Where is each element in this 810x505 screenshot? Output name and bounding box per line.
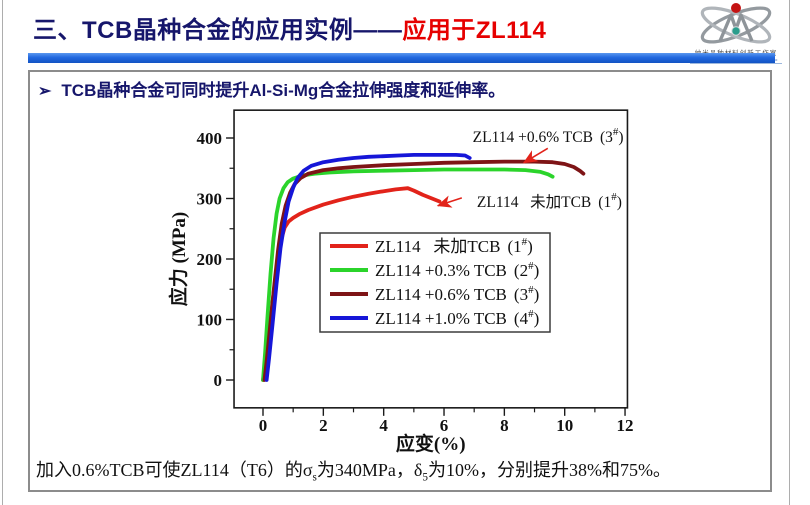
plot-frame bbox=[233, 109, 629, 409]
y-tick-label: 100 bbox=[197, 311, 223, 330]
chart-canvas: 0 2 4 6 8 10 12 0 100 200 300 400 应变(%) 应力 (MPa) ZL114… bbox=[167, 109, 634, 455]
y-tick-label: 0 bbox=[214, 371, 223, 390]
curve-series-4 bbox=[264, 153, 472, 382]
page-title: 三、TCB晶种合金的应用实例——应用于ZL114 bbox=[33, 10, 546, 45]
x-axis-label: 应变(%) bbox=[396, 432, 466, 455]
logo-red-dot bbox=[731, 3, 741, 13]
annotation-series-3: ZL114 +0.6% TCB (3#) bbox=[473, 126, 624, 146]
annotation-series-1: ZL114 未加TCB (1#) bbox=[477, 191, 622, 211]
x-tick-label: 8 bbox=[500, 416, 509, 435]
logo-green-dot bbox=[731, 26, 741, 36]
content-panel: ➢ TCB晶种合金可同时提升Al-Si-Mg合金拉伸强度和延伸率。 0 2 4 6 8 10… bbox=[28, 70, 772, 492]
legend-label-4: ZL114 +1.0% TCB (4#) bbox=[375, 308, 539, 328]
x-tick-label: 6 bbox=[440, 416, 449, 435]
legend-label-3: ZL114 +0.6% TCB (3#) bbox=[375, 284, 539, 304]
legend-box bbox=[319, 232, 551, 333]
x-tick-label: 2 bbox=[319, 416, 328, 435]
conclusion-part2: 为340MPa，δ bbox=[316, 460, 423, 480]
annotation-arrow-1 bbox=[436, 195, 463, 208]
y-axis-label: 应力 (MPa) bbox=[167, 212, 190, 306]
stress-strain-chart: 0 2 4 6 8 10 12 0 100 200 300 400 应变(%) 应力 (MPa) ZL114… bbox=[162, 106, 662, 456]
delta-subscript: 5 bbox=[422, 471, 428, 484]
x-tick-label: 10 bbox=[556, 416, 573, 435]
page-title-main: 三、TCB晶种合金的应用实例—— bbox=[33, 17, 403, 44]
bullet-text: TCB晶种合金可同时提升Al-Si-Mg合金拉伸强度和延伸率。 bbox=[61, 81, 506, 100]
x-tick-label: 0 bbox=[259, 416, 268, 435]
legend-label-2: ZL114 +0.3% TCB (2#) bbox=[375, 260, 539, 280]
y-tick-label: 200 bbox=[197, 250, 223, 269]
x-tick-label: 12 bbox=[617, 416, 634, 435]
page-title-accent: 应用于ZL114 bbox=[402, 17, 547, 44]
x-tick-label: 4 bbox=[379, 416, 388, 435]
conclusion-text: 加入0.6%TCB可使ZL114（T6）的σs为340MPa，δ5为10%，分别… bbox=[36, 456, 671, 484]
slide-left-edge bbox=[2, 0, 3, 505]
conclusion-part1: 加入0.6%TCB可使ZL114（T6）的σ bbox=[36, 460, 313, 480]
title-divider-bar bbox=[28, 53, 775, 63]
bullet-arrow-icon: ➢ bbox=[38, 83, 52, 100]
atom-logo-icon bbox=[700, 3, 772, 44]
annotation-arrow-3 bbox=[522, 147, 549, 164]
conclusion-part3: 为10%，分别提升38%和75%。 bbox=[427, 460, 671, 480]
y-tick-label: 400 bbox=[197, 129, 223, 148]
slide-right-edge bbox=[789, 0, 790, 505]
sigma-subscript: s bbox=[312, 471, 317, 484]
bullet-line: ➢ TCB晶种合金可同时提升Al-Si-Mg合金拉伸强度和延伸率。 bbox=[38, 76, 505, 101]
y-tick-label: 300 bbox=[197, 190, 223, 209]
legend-label-1: ZL114 未加TCB (1#) bbox=[375, 236, 533, 256]
curve-series-3 bbox=[262, 159, 586, 382]
